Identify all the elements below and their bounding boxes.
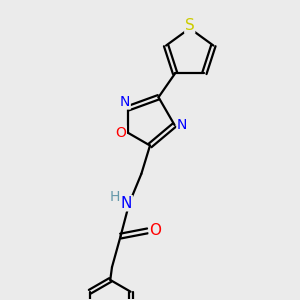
Text: N: N [121,196,132,211]
Text: H: H [110,190,120,204]
Text: N: N [177,118,187,132]
Text: O: O [149,224,161,238]
Text: S: S [185,18,195,33]
Text: O: O [116,126,126,140]
Text: N: N [120,95,130,109]
